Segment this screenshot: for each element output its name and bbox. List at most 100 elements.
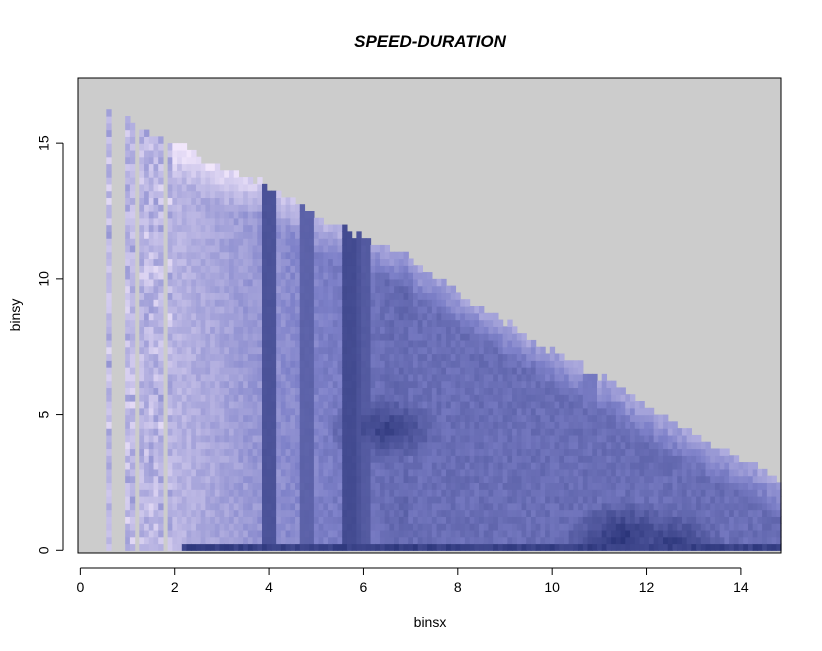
- heatmap-cell: [191, 502, 197, 511]
- heatmap-cell: [243, 224, 249, 232]
- heatmap-cell: [313, 346, 320, 355]
- heatmap-cell: [129, 156, 136, 165]
- heatmap-cell: [266, 380, 273, 389]
- heatmap-cell: [592, 407, 598, 416]
- heatmap-cell: [125, 204, 131, 212]
- heatmap-cell: [412, 536, 419, 545]
- heatmap-cell: [691, 523, 697, 531]
- heatmap-cell: [379, 401, 386, 409]
- heatmap-cell: [446, 516, 452, 524]
- heatmap-cell: [167, 407, 173, 416]
- heatmap-cell: [106, 434, 112, 443]
- heatmap-cell: [412, 387, 419, 395]
- heatmap-cell: [167, 177, 173, 185]
- heatmap-cell: [210, 428, 216, 436]
- heatmap-cell: [361, 509, 367, 517]
- heatmap-cell: [573, 489, 579, 497]
- heatmap-cell: [200, 244, 206, 253]
- heatmap-cell: [285, 407, 291, 416]
- heatmap-cell: [219, 360, 225, 368]
- heatmap-cell: [158, 360, 164, 368]
- heatmap-cell: [276, 536, 282, 545]
- heatmap-cell: [436, 502, 442, 511]
- heatmap-cell: [233, 190, 240, 199]
- heatmap-cell: [502, 455, 508, 463]
- heatmap-cell: [214, 394, 221, 402]
- heatmap-cell: [153, 414, 159, 422]
- heatmap-cell: [144, 441, 150, 450]
- heatmap-cell: [663, 536, 669, 545]
- heatmap-cell: [205, 367, 211, 375]
- heatmap-cell: [563, 489, 570, 497]
- heatmap-cell: [172, 346, 178, 355]
- heatmap-cell: [186, 380, 192, 389]
- heatmap-cell: [252, 353, 258, 361]
- heatmap-cell: [210, 272, 216, 280]
- heatmap-cell: [507, 516, 513, 524]
- heatmap-cell: [280, 428, 287, 436]
- heatmap-cell: [224, 502, 230, 511]
- heatmap-cell: [257, 285, 263, 294]
- heatmap-cell: [549, 394, 556, 402]
- heatmap-cell: [705, 502, 711, 511]
- heatmap-cell: [129, 516, 136, 524]
- heatmap-cell: [554, 455, 560, 463]
- heatmap-cell: [129, 278, 136, 287]
- heatmap-cell: [337, 448, 343, 456]
- heatmap-cell: [417, 421, 424, 429]
- heatmap-cell: [243, 421, 249, 429]
- heatmap-cell: [469, 346, 475, 355]
- heatmap-cell: [153, 387, 159, 395]
- heatmap-cell: [304, 428, 310, 436]
- heatmap-cell: [342, 394, 348, 402]
- heatmap-cell: [630, 434, 636, 443]
- heatmap-cell: [262, 197, 268, 205]
- heatmap-cell: [332, 401, 339, 409]
- heatmap-cell: [266, 258, 273, 266]
- heatmap-cell: [512, 482, 518, 490]
- heatmap-cell: [290, 204, 296, 212]
- heatmap-cell: [370, 299, 376, 307]
- heatmap-cell: [549, 360, 556, 368]
- heatmap-cell: [346, 496, 353, 504]
- heatmap-cell: [587, 482, 593, 490]
- heatmap-cell: [488, 414, 494, 422]
- heatmap-cell: [195, 441, 202, 450]
- heatmap-cell: [403, 482, 409, 490]
- heatmap-cell: [648, 428, 655, 436]
- heatmap-cell: [195, 306, 202, 314]
- heatmap-cell: [431, 489, 438, 497]
- heatmap-cell: [332, 414, 339, 422]
- heatmap-cell: [177, 482, 183, 490]
- heatmap-cell: [497, 394, 504, 402]
- heatmap-cell: [630, 468, 636, 477]
- heatmap-cell: [139, 482, 145, 490]
- heatmap-cell: [210, 346, 216, 355]
- heatmap-cell: [507, 529, 513, 538]
- heatmap-cell: [257, 428, 263, 436]
- heatmap-cell: [370, 285, 376, 294]
- heatmap-cell: [455, 468, 461, 477]
- heatmap-cell: [351, 265, 357, 273]
- heatmap-cell: [144, 170, 150, 178]
- heatmap-cell: [125, 224, 131, 232]
- heatmap-cell: [228, 238, 235, 246]
- heatmap-cell: [125, 299, 131, 307]
- heatmap-cell: [351, 468, 357, 477]
- heatmap-cell: [634, 421, 641, 429]
- heatmap-cell: [266, 428, 273, 436]
- heatmap-cell: [224, 204, 230, 212]
- heatmap-cell: [596, 536, 603, 545]
- heatmap-cell: [535, 353, 541, 361]
- heatmap-cell: [144, 149, 150, 158]
- heatmap-cell: [573, 502, 579, 511]
- heatmap-cell: [228, 339, 235, 348]
- heatmap-cell: [356, 244, 362, 253]
- heatmap-cell: [403, 516, 409, 524]
- heatmap-cell: [328, 428, 334, 436]
- heatmap-cell: [384, 523, 390, 531]
- heatmap-cell: [228, 529, 235, 538]
- heatmap-cell: [233, 523, 240, 531]
- heatmap-cell: [450, 489, 457, 497]
- heatmap-cell: [427, 387, 433, 395]
